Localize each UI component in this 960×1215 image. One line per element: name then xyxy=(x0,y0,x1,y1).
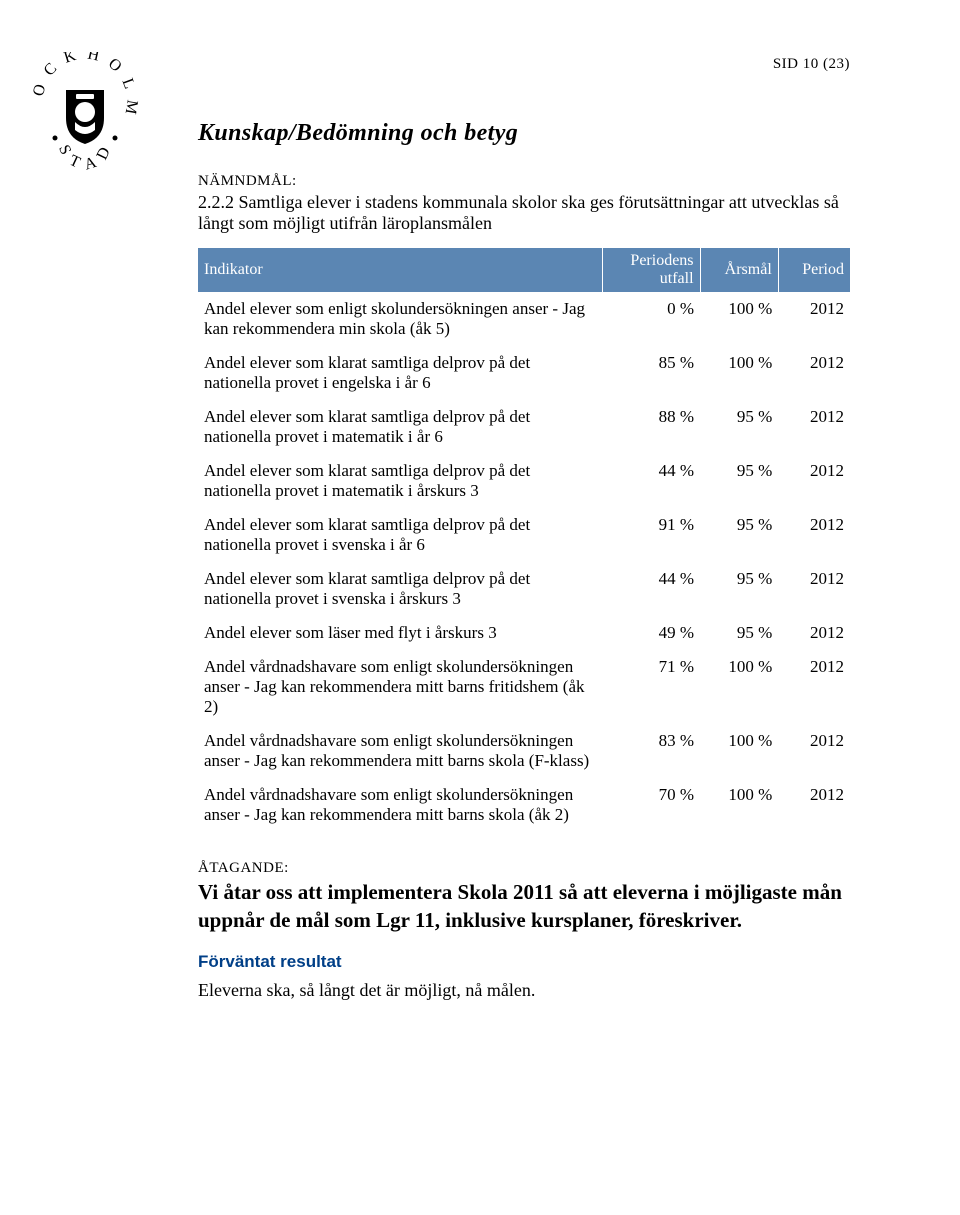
indicator-desc: Andel vårdnadshavare som enligt skolunde… xyxy=(198,778,602,832)
svg-text:S T A D: S T A D xyxy=(55,142,115,174)
indicator-period: 2012 xyxy=(778,508,850,562)
indicator-desc: Andel vårdnadshavare som enligt skolunde… xyxy=(198,650,602,724)
table-row: Andel elever som klarat samtliga delprov… xyxy=(198,508,850,562)
table-row: Andel elever som enligt skolundersökning… xyxy=(198,292,850,346)
indicator-arsmal: 95 % xyxy=(700,400,778,454)
table-row: Andel elever som klarat samtliga delprov… xyxy=(198,400,850,454)
indicator-period: 2012 xyxy=(778,778,850,832)
table-row: Andel vårdnadshavare som enligt skolunde… xyxy=(198,778,850,832)
col-arsmal: Årsmål xyxy=(700,248,778,292)
indicator-utfall: 91 % xyxy=(602,508,700,562)
namndmal-label: NÄMNDMÅL: xyxy=(198,173,850,190)
indicator-arsmal: 100 % xyxy=(700,724,778,778)
indicator-desc: Andel vårdnadshavare som enligt skolunde… xyxy=(198,724,602,778)
indicator-desc: Andel elever som klarat samtliga delprov… xyxy=(198,562,602,616)
atagande-label: ÅTAGANDE: xyxy=(198,860,850,877)
indicator-period: 2012 xyxy=(778,454,850,508)
forvantat-body: Eleverna ska, så långt det är möjligt, n… xyxy=(198,980,850,1001)
indicator-utfall: 85 % xyxy=(602,346,700,400)
indicator-period: 2012 xyxy=(778,724,850,778)
forvantat-heading: Förväntat resultat xyxy=(198,952,850,972)
section-title: Kunskap/Bedömning och betyg xyxy=(198,120,850,147)
indicator-utfall: 70 % xyxy=(602,778,700,832)
table-row: Andel elever som klarat samtliga delprov… xyxy=(198,346,850,400)
indicator-arsmal: 95 % xyxy=(700,508,778,562)
page-number: SID 10 (23) xyxy=(773,56,850,73)
table-row: Andel elever som läser med flyt i årskur… xyxy=(198,616,850,650)
table-row: Andel vårdnadshavare som enligt skolunde… xyxy=(198,650,850,724)
table-row: Andel elever som klarat samtliga delprov… xyxy=(198,454,850,508)
indicator-desc: Andel elever som klarat samtliga delprov… xyxy=(198,508,602,562)
indicator-arsmal: 95 % xyxy=(700,454,778,508)
indicator-arsmal: 100 % xyxy=(700,650,778,724)
indicator-desc: Andel elever som enligt skolundersökning… xyxy=(198,292,602,346)
stockholm-stad-logo: S T O C K H O L M S S T A D xyxy=(30,52,140,182)
indicator-utfall: 88 % xyxy=(602,400,700,454)
indicator-period: 2012 xyxy=(778,400,850,454)
col-indikator: Indikator xyxy=(198,248,602,292)
namndmal-text: 2.2.2 Samtliga elever i stadens kommunal… xyxy=(198,192,850,234)
indicator-arsmal: 95 % xyxy=(700,562,778,616)
indicator-arsmal: 100 % xyxy=(700,292,778,346)
indicator-desc: Andel elever som klarat samtliga delprov… xyxy=(198,346,602,400)
indicator-utfall: 83 % xyxy=(602,724,700,778)
indicator-table: Indikator Periodens utfall Årsmål Period… xyxy=(198,248,850,832)
indicator-utfall: 44 % xyxy=(602,454,700,508)
indicator-period: 2012 xyxy=(778,650,850,724)
indicator-desc: Andel elever som klarat samtliga delprov… xyxy=(198,400,602,454)
table-row: Andel vårdnadshavare som enligt skolunde… xyxy=(198,724,850,778)
indicator-arsmal: 100 % xyxy=(700,346,778,400)
indicator-arsmal: 95 % xyxy=(700,616,778,650)
indicator-arsmal: 100 % xyxy=(700,778,778,832)
indicator-utfall: 49 % xyxy=(602,616,700,650)
col-period: Period xyxy=(778,248,850,292)
indicator-desc: Andel elever som klarat samtliga delprov… xyxy=(198,454,602,508)
indicator-utfall: 71 % xyxy=(602,650,700,724)
table-header-row: Indikator Periodens utfall Årsmål Period xyxy=(198,248,850,292)
indicator-period: 2012 xyxy=(778,346,850,400)
indicator-utfall: 0 % xyxy=(602,292,700,346)
table-row: Andel elever som klarat samtliga delprov… xyxy=(198,562,850,616)
indicator-period: 2012 xyxy=(778,292,850,346)
col-utfall: Periodens utfall xyxy=(602,248,700,292)
atagande-text: Vi åtar oss att implementera Skola 2011 … xyxy=(198,879,850,934)
indicator-utfall: 44 % xyxy=(602,562,700,616)
indicator-desc: Andel elever som läser med flyt i årskur… xyxy=(198,616,602,650)
indicator-period: 2012 xyxy=(778,562,850,616)
indicator-period: 2012 xyxy=(778,616,850,650)
